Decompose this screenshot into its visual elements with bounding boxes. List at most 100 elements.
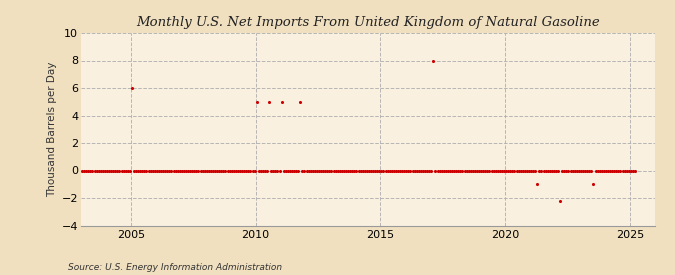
Point [603,168,614,173]
Point [210,168,221,173]
Point [549,168,560,173]
Point [347,168,358,173]
Point [449,168,460,173]
Point [513,168,524,173]
Point [619,168,630,173]
Point [324,168,335,173]
Point [160,168,171,173]
Point [457,168,468,173]
Point [574,168,585,173]
Point [532,182,543,186]
Point [166,168,177,173]
Point [580,168,591,173]
Point [133,168,144,173]
Point [536,168,547,173]
Point [195,168,206,173]
Point [233,168,244,173]
Point [168,168,179,173]
Point [253,168,264,173]
Point [305,168,316,173]
Point [199,168,210,173]
Point [255,168,266,173]
Point [557,168,568,173]
Point [476,168,487,173]
Point [137,168,148,173]
Point [214,168,225,173]
Point [551,168,562,173]
Point [495,168,506,173]
Point [104,168,115,173]
Point [257,168,268,173]
Point [249,168,260,173]
Point [615,168,626,173]
Point [424,168,435,173]
Point [218,168,229,173]
Point [526,168,537,173]
Point [131,168,142,173]
Point [322,168,333,173]
Point [164,168,175,173]
Point [339,168,350,173]
Point [380,168,391,173]
Point [624,168,634,173]
Point [289,168,300,173]
Point [630,168,641,173]
Point [264,100,275,104]
Point [386,168,397,173]
Point [112,168,123,173]
Point [484,168,495,173]
Point [474,168,485,173]
Y-axis label: Thousand Barrels per Day: Thousand Barrels per Day [47,62,57,197]
Point [122,168,133,173]
Point [309,168,320,173]
Point [201,168,212,173]
Point [141,168,152,173]
Point [578,168,589,173]
Point [418,168,429,173]
Point [178,168,189,173]
Point [569,168,580,173]
Point [376,168,387,173]
Point [588,182,599,186]
Point [328,168,339,173]
Point [172,168,183,173]
Point [368,168,379,173]
Point [270,168,281,173]
Point [243,168,254,173]
Point [601,168,612,173]
Point [205,168,216,173]
Point [193,168,204,173]
Point [85,168,96,173]
Point [282,168,293,173]
Point [432,168,443,173]
Point [303,168,314,173]
Point [222,168,233,173]
Point [434,168,445,173]
Point [110,168,121,173]
Point [613,168,624,173]
Point [357,168,368,173]
Point [438,168,449,173]
Point [120,168,131,173]
Point [542,168,553,173]
Point [582,168,593,173]
Point [594,168,605,173]
Point [216,168,227,173]
Point [563,168,574,173]
Point [436,168,447,173]
Point [626,168,637,173]
Point [343,168,354,173]
Point [411,168,422,173]
Point [607,168,618,173]
Point [374,168,385,173]
Point [114,168,125,173]
Point [83,168,94,173]
Title: Monthly U.S. Net Imports From United Kingdom of Natural Gasoline: Monthly U.S. Net Imports From United Kin… [136,16,600,29]
Point [505,168,516,173]
Point [393,168,404,173]
Point [592,168,603,173]
Point [291,168,302,173]
Point [395,168,406,173]
Point [482,168,493,173]
Point [596,168,607,173]
